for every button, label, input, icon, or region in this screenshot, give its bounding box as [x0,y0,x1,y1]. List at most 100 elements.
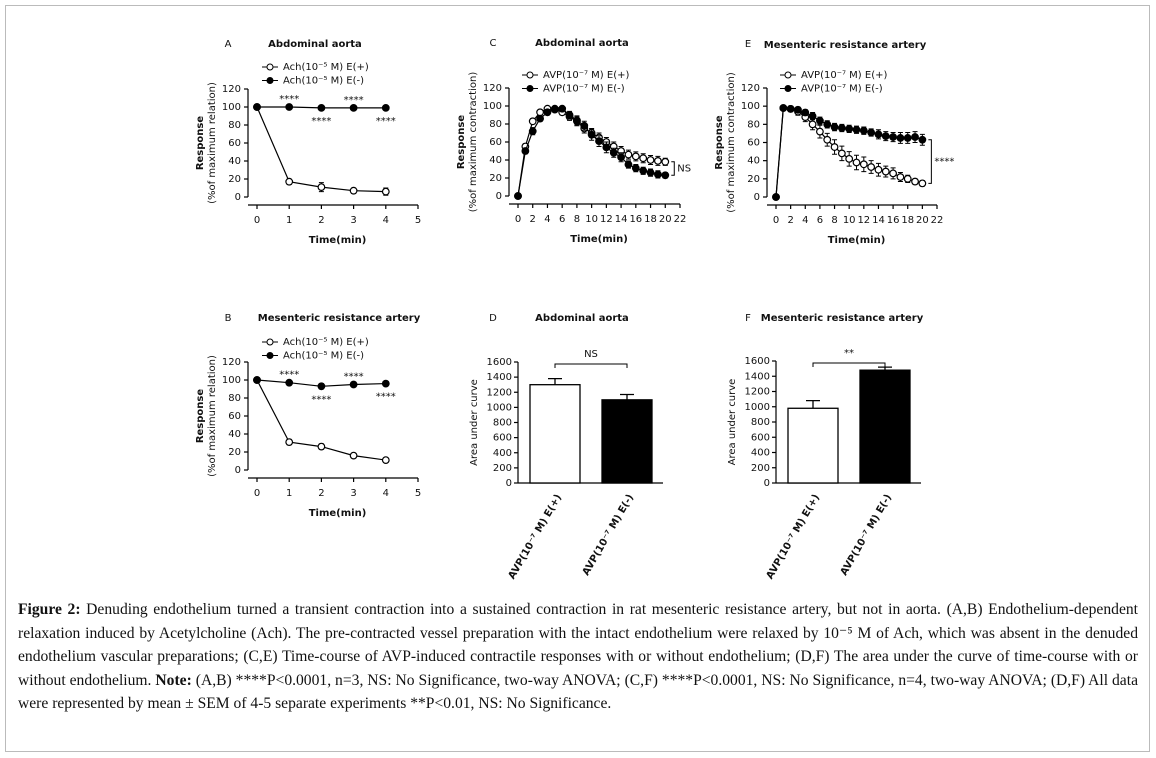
panel-label: B [225,313,232,324]
data-point [859,126,868,135]
comparison-label: NS [677,164,691,175]
x-tick-label: 10 [585,214,598,225]
data-point [837,149,846,158]
x-tick-label: 8 [831,215,837,226]
data-point [573,116,581,125]
x-tick-label: 5 [415,488,421,499]
caption: Figure 2: Denuding endothelium turned a … [18,598,1138,716]
significance-label: **** [279,370,299,381]
legend-label: AVP(10⁻⁷ M) E(+) [543,70,629,81]
data-point [624,150,633,159]
bar [601,399,653,484]
data-point [837,124,846,132]
data-point [285,438,294,447]
error-bar [806,400,820,409]
x-tick-label: 18 [901,215,914,226]
y-axis-label: Response [195,389,206,444]
data-point [911,133,919,141]
y-tick-label: 1200 [487,387,512,398]
data-point [631,164,640,173]
y-axis-label: Response [714,115,725,170]
x-tick-label: 22 [674,214,687,225]
data-point [889,169,897,178]
error-bar [548,377,562,385]
x-tick-label: 4 [383,488,389,499]
data-point [536,114,544,123]
x-tick-label: 0 [254,215,260,226]
y-tick-label: 20 [228,174,241,185]
significance-label: **** [311,116,331,127]
significance-label: **** [344,372,364,383]
data-point [528,117,537,126]
legend-marker [526,71,534,79]
note-text: (A,B) ****P<0.0001, n=3, NS: No Signific… [18,671,1138,713]
y-tick-label: 1600 [745,356,770,367]
data-point [646,168,655,177]
data-point [558,104,567,113]
x-tick-label: 4 [544,214,550,225]
x-axis-label: Time(min) [828,235,886,246]
legend-marker [784,71,792,79]
legend-label: Ach(10⁻⁵ M) E(-) [283,351,364,362]
y-tick-label: 0 [496,191,502,202]
y-axis-label: (%of maximum contraction) [468,72,479,213]
y-tick-label: 100 [222,102,241,113]
data-point [874,165,883,174]
data-point [772,193,780,201]
panel-label: F [745,313,751,324]
y-tick-label: 1200 [745,387,770,398]
data-point [381,187,390,196]
y-tick-label: 60 [228,411,241,422]
x-tick-label: 22 [931,215,944,226]
data-point [903,174,912,183]
x-tick-label: 5 [415,215,421,226]
y-tick-label: 120 [222,357,241,368]
x-tick-label: 0 [515,214,521,225]
data-point [639,166,648,175]
figure-border [5,5,1150,752]
note-label: Note: [155,671,192,689]
data-point [896,134,905,142]
data-point [550,105,559,114]
legend-label: AVP(10⁻⁷ M) E(-) [801,84,883,95]
data-point [617,153,625,162]
y-tick-label: 40 [228,156,241,167]
data-point [253,103,261,111]
data-point [349,103,358,112]
x-tick-label: 10 [843,215,856,226]
data-point [808,112,817,121]
data-point [823,135,832,144]
data-point [381,456,390,465]
comparison-bracket [554,363,628,368]
data-point [639,154,648,163]
data-point [801,108,810,117]
y-tick-label: 120 [222,84,241,95]
x-tick-label: 4 [802,215,808,226]
data-point [285,177,294,186]
data-point [602,143,611,152]
y-tick-label: 80 [228,393,241,404]
x-tick-label: 3 [350,488,356,499]
panel-label: C [490,38,497,49]
legend-label: AVP(10⁻⁷ M) E(+) [801,70,887,81]
data-point [808,120,817,129]
comparison-bracket [671,161,675,176]
comparison-label: NS [584,349,598,360]
bar [529,384,581,484]
x-tick-label: 6 [817,215,823,226]
legend-label: Ach(10⁻⁵ M) E(+) [283,337,369,348]
data-point [867,128,876,137]
chart-title: Abdominal aorta [535,38,629,49]
data-point [654,170,662,179]
data-point [830,143,839,151]
data-point [285,378,294,387]
y-tick-label: 0 [764,478,770,489]
x-tick-label: AVP(10⁻⁷ M) E(-) [839,493,894,578]
legend-marker [266,338,274,346]
data-point [317,442,326,451]
x-tick-label: 16 [887,215,900,226]
data-point [654,156,662,165]
data-point [918,179,927,188]
y-tick-label: 1600 [487,357,512,368]
y-tick-label: 0 [754,192,760,203]
